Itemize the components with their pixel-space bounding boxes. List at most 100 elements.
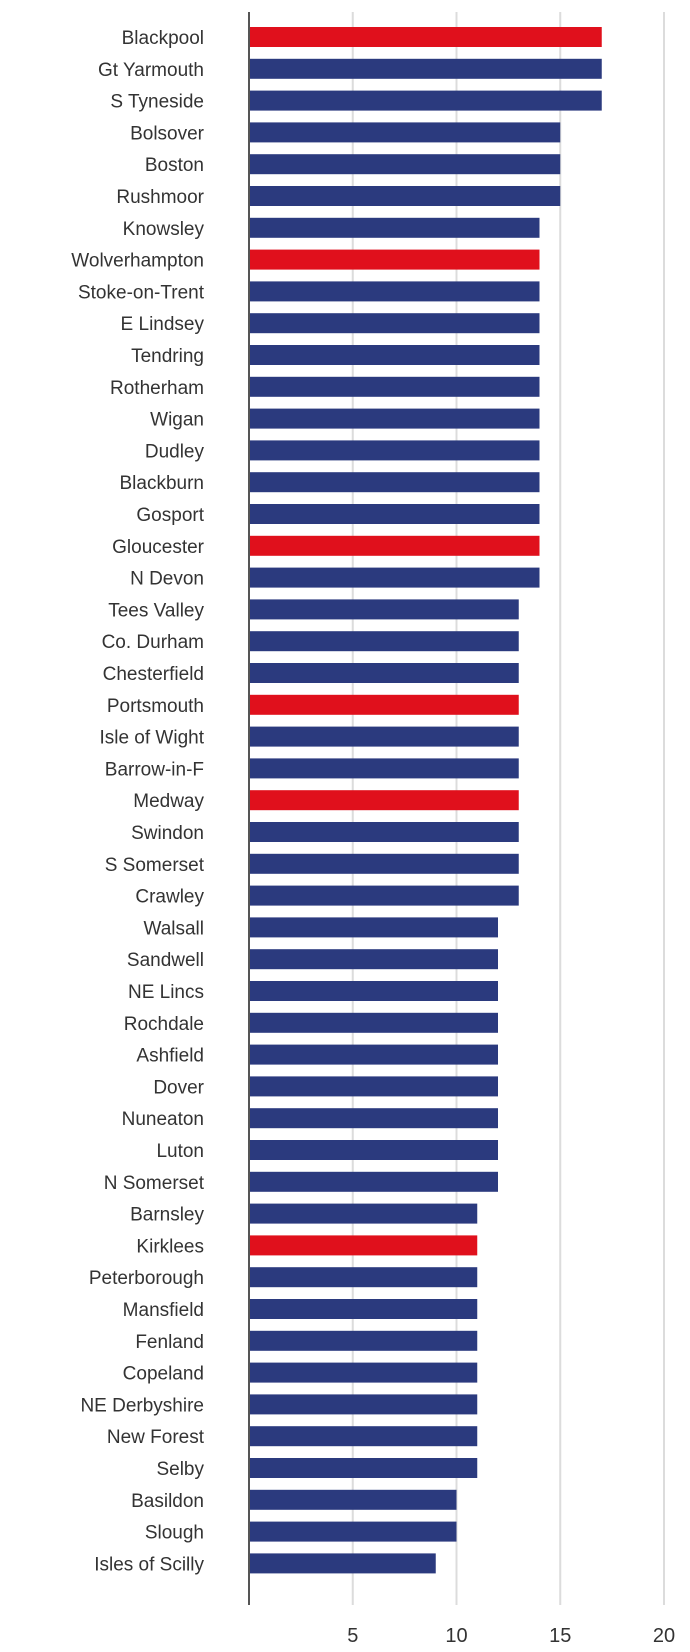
bar xyxy=(249,1489,457,1510)
bar xyxy=(249,1235,478,1256)
bar xyxy=(249,599,519,620)
category-label: Slough xyxy=(145,1523,204,1544)
x-tick-label: 10 xyxy=(445,1625,467,1647)
category-label: NE Lincs xyxy=(128,982,204,1003)
bar xyxy=(249,249,540,270)
x-tick-label: 5 xyxy=(347,1625,358,1647)
category-label: Co. Durham xyxy=(102,632,204,653)
category-label: Copeland xyxy=(123,1364,204,1385)
category-label: Blackburn xyxy=(120,473,205,494)
category-labels: Blackpool Gt Yarmouth S Tyneside Bolsover Bo… xyxy=(71,28,204,1575)
category-label: Rushmoor xyxy=(116,187,204,208)
bar xyxy=(249,504,540,524)
bar xyxy=(249,535,540,556)
category-label: Fenland xyxy=(135,1332,204,1353)
x-tick-label: 20 xyxy=(653,1625,675,1647)
bar xyxy=(249,631,519,652)
category-label: Kirklees xyxy=(136,1236,204,1257)
bar xyxy=(249,217,540,238)
category-label: Walsall xyxy=(143,918,204,939)
bar xyxy=(249,1108,498,1129)
category-label: Basildon xyxy=(131,1491,204,1512)
bar xyxy=(249,313,540,334)
bar xyxy=(249,122,561,143)
category-label: Swindon xyxy=(131,823,204,844)
bar xyxy=(249,1394,478,1415)
category-label: Gosport xyxy=(136,505,204,526)
bar xyxy=(249,1553,436,1574)
category-label: Gloucester xyxy=(112,537,205,558)
bar xyxy=(249,1458,478,1478)
category-label: Tendring xyxy=(131,346,204,367)
x-tick-labels: 5 10 15 20 xyxy=(347,1625,675,1647)
x-tick-label: 15 xyxy=(549,1625,571,1647)
bar xyxy=(249,1330,478,1351)
category-label: Knowsley xyxy=(123,219,205,240)
category-label: Wigan xyxy=(150,410,204,431)
category-label: Nuneaton xyxy=(122,1109,204,1130)
bar xyxy=(249,822,519,842)
bar xyxy=(249,1012,498,1033)
bar xyxy=(249,949,498,970)
category-label: Boston xyxy=(145,155,204,176)
category-label: Tees Valley xyxy=(108,600,204,621)
bar xyxy=(249,186,561,206)
category-label: Gt Yarmouth xyxy=(98,60,204,81)
bar xyxy=(249,1203,478,1224)
category-label: Chesterfield xyxy=(103,664,204,685)
bar xyxy=(249,885,519,906)
category-label: Isle of Wight xyxy=(99,728,204,749)
category-label: NE Derbyshire xyxy=(80,1395,204,1416)
category-label: Luton xyxy=(156,1141,204,1162)
category-label: E Lindsey xyxy=(121,314,205,335)
category-label: N Somerset xyxy=(104,1173,205,1194)
category-label: Barrow-in-F xyxy=(105,759,204,780)
bar xyxy=(249,663,519,683)
category-label: Peterborough xyxy=(89,1268,204,1289)
category-label: Mansfield xyxy=(123,1300,204,1321)
bar xyxy=(249,1267,478,1288)
bar xyxy=(249,1362,478,1383)
category-label: S Tyneside xyxy=(110,92,204,113)
bar xyxy=(249,472,540,493)
category-label: Wolverhampton xyxy=(71,251,204,272)
category-label: Crawley xyxy=(135,887,204,908)
category-label: Portsmouth xyxy=(107,696,204,717)
bar xyxy=(249,1426,478,1447)
category-label: Rochdale xyxy=(124,1014,204,1035)
bar xyxy=(249,790,519,811)
category-label: Sandwell xyxy=(127,950,204,971)
bar xyxy=(249,758,519,779)
category-label: Ashfield xyxy=(136,1046,204,1067)
bar xyxy=(249,1171,498,1192)
category-label: Bolsover xyxy=(130,123,205,144)
category-label: Stoke-on-Trent xyxy=(78,282,205,303)
bar xyxy=(249,694,519,715)
category-label: Dudley xyxy=(145,441,205,462)
bar xyxy=(249,1521,457,1542)
category-label: Isles of Scilly xyxy=(94,1554,204,1575)
bar xyxy=(249,1044,498,1065)
category-label: Selby xyxy=(156,1459,204,1480)
bar xyxy=(249,1140,498,1160)
category-label: Dover xyxy=(153,1077,204,1098)
bar xyxy=(249,27,602,47)
category-label: Medway xyxy=(133,791,204,812)
category-label: S Somerset xyxy=(105,855,205,876)
bar xyxy=(249,726,519,747)
bar xyxy=(249,90,602,111)
bar xyxy=(249,376,540,397)
bar xyxy=(249,1299,478,1319)
bar xyxy=(249,567,540,588)
bar xyxy=(249,440,540,461)
category-label: Barnsley xyxy=(130,1205,204,1226)
bar xyxy=(249,981,498,1001)
bar xyxy=(249,281,540,302)
bar xyxy=(249,345,540,365)
category-label: New Forest xyxy=(107,1427,205,1448)
bar xyxy=(249,58,602,79)
bar xyxy=(249,408,540,429)
bar xyxy=(249,154,561,175)
bar xyxy=(249,1076,498,1097)
